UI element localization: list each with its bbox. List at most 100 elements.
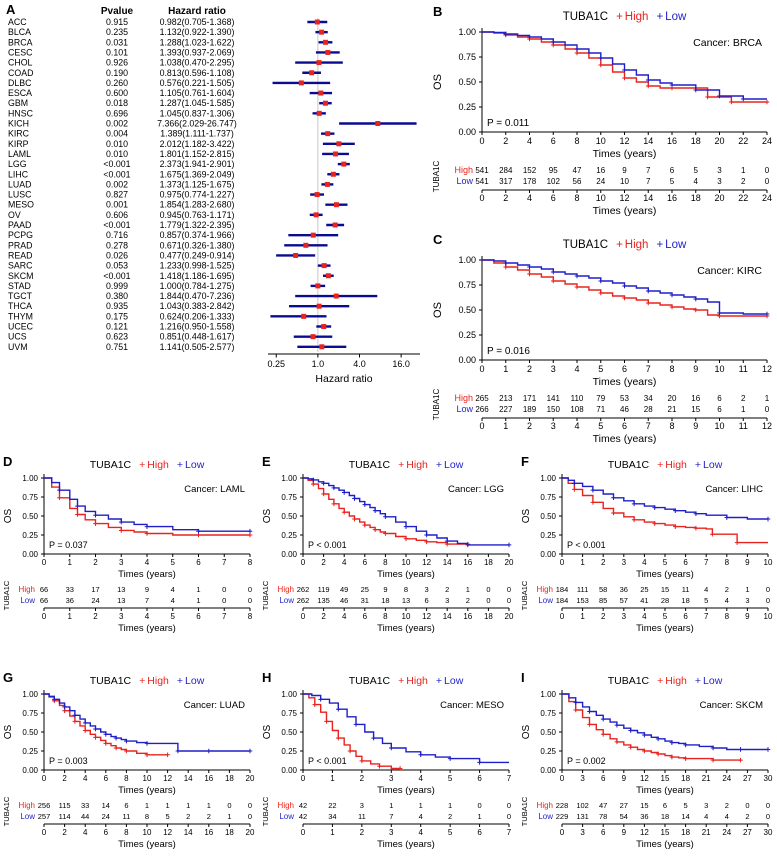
- risk-count-low: 0: [507, 812, 511, 821]
- x-tick-label: 10: [402, 612, 411, 621]
- risk-count-high: 33: [81, 801, 89, 810]
- y-tick-label: 0.00: [281, 766, 297, 775]
- censor-mark: [312, 702, 318, 707]
- risk-count-high: 1: [741, 166, 746, 175]
- censor-mark: [693, 525, 699, 531]
- x-tick-label: 16: [204, 828, 213, 837]
- y-tick-label: 0.50: [458, 77, 476, 87]
- x-tick-label: 3: [551, 364, 556, 374]
- forest-row-pvalue: <0.001: [103, 159, 130, 169]
- risk-count-high: 0: [507, 585, 511, 594]
- panel-label: A: [6, 2, 16, 17]
- censor-mark: [574, 46, 580, 52]
- y-tick-label: 0.25: [540, 531, 556, 540]
- risk-count-high: 0: [766, 801, 770, 810]
- x-tick-label: 4: [145, 612, 150, 621]
- x-tick-label: 2: [93, 558, 98, 567]
- censor-mark: [103, 731, 109, 737]
- risk-count-high: 1: [207, 801, 211, 810]
- censor-mark: [144, 752, 150, 758]
- x-tick-label: 18: [691, 136, 701, 146]
- p-value: P = 0.003: [49, 756, 88, 766]
- forest-row-hr-text: 1.844(0.470-7.236): [160, 291, 235, 301]
- x-tick-label: 30: [764, 828, 773, 837]
- hr-marker: [333, 202, 339, 208]
- risk-row-label-low: Low: [279, 596, 294, 605]
- x-tick-label: 12: [422, 612, 431, 621]
- risk-count-low: 13: [402, 596, 410, 605]
- cancer-label: Cancer: LAML: [184, 484, 245, 495]
- y-tick-label: 0.50: [22, 512, 38, 521]
- censor-mark: [72, 712, 78, 718]
- x-tick-label: 15: [661, 774, 670, 783]
- censor-mark: [628, 728, 633, 733]
- x-tick-label: 20: [246, 774, 255, 783]
- risk-count-low: 11: [358, 812, 366, 821]
- censor-mark: [62, 704, 67, 710]
- risk-count-low: 24: [102, 812, 110, 821]
- forest-row-hr-text: 0.624(0.206-1.333): [160, 311, 235, 321]
- y-tick-label: 0.00: [540, 550, 556, 559]
- risk-count-low: 41: [640, 596, 648, 605]
- forest-row-hr-text: 1.418(1.186-1.695): [160, 271, 235, 281]
- censor-mark: [124, 748, 129, 754]
- censor-mark: [447, 756, 453, 761]
- x-tick-label: 6: [104, 828, 109, 837]
- risk-count-high: 115: [59, 801, 71, 810]
- censor-mark: [341, 509, 347, 515]
- censor-mark: [321, 491, 326, 497]
- forest-plot: A Pvalue Hazard ratio ACC 0.915 0.982(0.705-1…: [6, 2, 420, 385]
- panel-c-km-kirc: C TUBA1C + High + Low 1.00 0.75 0.50 0.25 0.00 OS 0 1…: [430, 230, 777, 452]
- x-tick-label: 4: [342, 558, 347, 567]
- risk-count-high: 25: [640, 585, 648, 594]
- forest-row-cancer: SARC: [8, 261, 33, 271]
- x-axis-label: Times (years): [377, 623, 435, 634]
- x-tick-label: 5: [171, 612, 176, 621]
- x-tick-label: 3: [389, 774, 394, 783]
- forest-row-cancer: HNSC: [8, 108, 34, 118]
- x-tick-label: 12: [619, 136, 629, 146]
- risk-count-high: 119: [318, 585, 330, 594]
- y-tick-label: 0.50: [22, 728, 38, 737]
- x-tick-label: 2: [360, 774, 365, 783]
- x-tick-label: 1: [503, 364, 508, 374]
- risk-row-label-high: High: [454, 165, 473, 175]
- y-tick-label: 1.00: [281, 690, 297, 699]
- censor-mark: [738, 747, 743, 752]
- x-tick-label: 7: [222, 558, 227, 567]
- x-tick-label: 4: [342, 612, 347, 621]
- forest-row-cancer: COAD: [8, 68, 33, 78]
- forest-row-cancer: GBM: [8, 98, 28, 108]
- risk-count-high: 3: [425, 585, 429, 594]
- y-tick-label: 0.00: [540, 766, 556, 775]
- forest-row-hr-text: 1.389(1.111-1.737): [160, 129, 234, 139]
- legend: TUBA1C + High + Low: [563, 239, 687, 251]
- x-tick-label: 2: [360, 828, 365, 837]
- risk-count-low: 31: [361, 596, 369, 605]
- censor-mark: [655, 751, 661, 757]
- censor-mark: [465, 542, 471, 548]
- censor-mark: [113, 735, 119, 741]
- hr-marker: [321, 263, 327, 269]
- x-axis-label: Times (years): [636, 623, 694, 634]
- p-value: P = 0.037: [49, 540, 88, 550]
- risk-count-high: 2: [725, 585, 729, 594]
- risk-count-high: 33: [66, 585, 74, 594]
- x-axis-label: Times (years): [593, 433, 657, 445]
- km-curve-low: [44, 477, 250, 532]
- risk-count-low: 0: [248, 812, 252, 821]
- legend: TUBA1C + High + Low: [90, 459, 205, 471]
- forest-row-pvalue: 0.002: [106, 119, 128, 129]
- x-tick-label: 4: [418, 774, 423, 783]
- x-tick-label: 5: [171, 558, 176, 567]
- x-tick-label: 18: [484, 558, 493, 567]
- y-axis-label: OS: [432, 74, 444, 90]
- risk-count-high: 0: [248, 801, 252, 810]
- forest-row-hr-text: 1.675(1.369-2.049): [160, 169, 235, 179]
- km-chart: D TUBA1C + High + Low 1.00 0.75 0.50 0.25 0.00 OS 0 1…: [2, 454, 253, 634]
- censor-mark: [331, 485, 337, 491]
- hr-marker: [309, 70, 315, 76]
- risk-count-high: 15: [640, 801, 648, 810]
- censor-mark: [371, 735, 376, 741]
- x-tick-label: 2: [321, 558, 326, 567]
